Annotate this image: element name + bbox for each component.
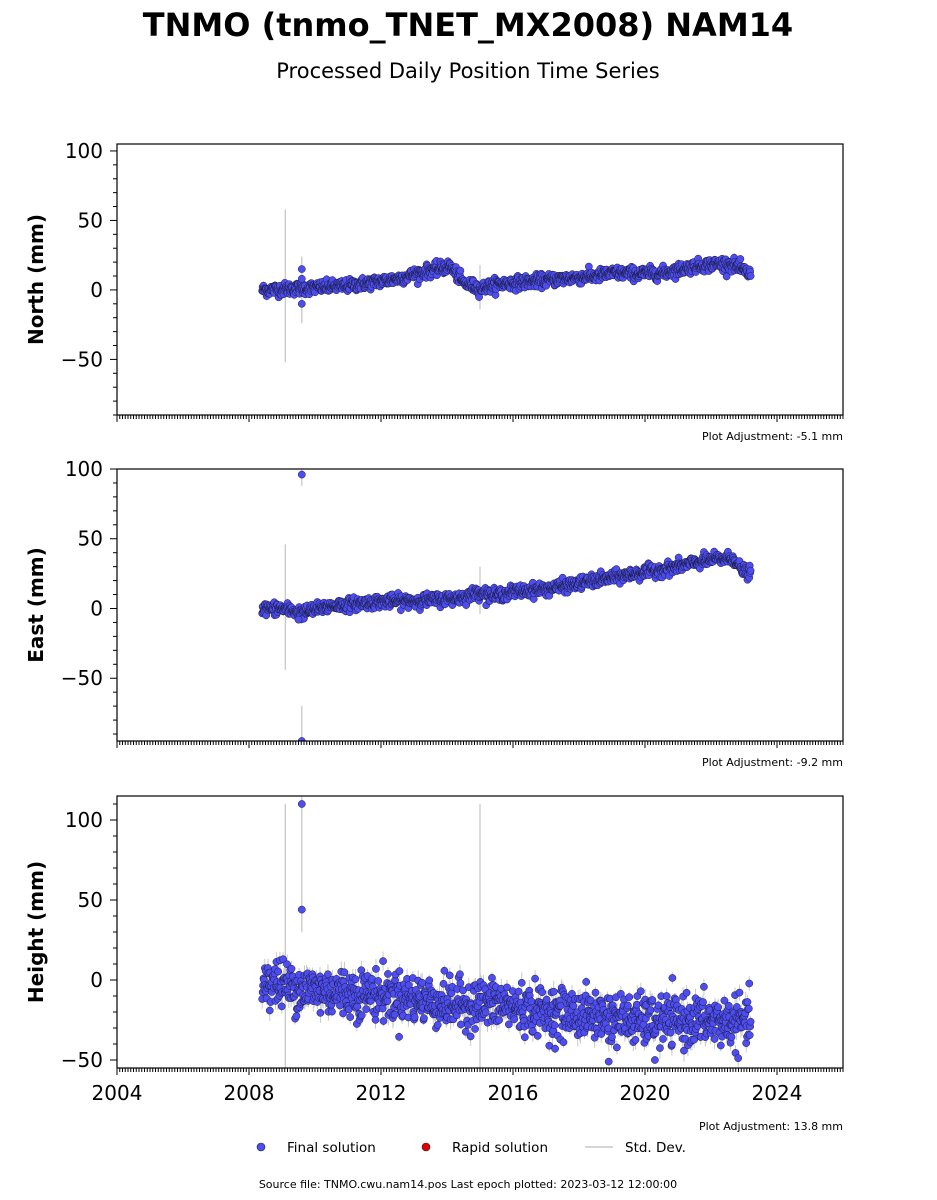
panel-east-y-axis: −50 0 50 100	[61, 457, 117, 735]
panels: −50 0 50 100 North (mm) Plot Adjustment: -5.1…	[24, 139, 844, 1133]
panel-north-y-label: North (mm)	[24, 214, 48, 345]
panel-east-x-axis	[116, 741, 844, 748]
data-point	[746, 272, 755, 280]
panel-north-data-points	[258, 253, 755, 308]
panel-east-data-points	[258, 470, 755, 741]
y-tick-label: 50	[78, 208, 103, 232]
data-point-outlier	[294, 615, 303, 624]
data-point-outlier	[297, 274, 306, 283]
data-point	[746, 566, 755, 575]
figure-title: TNMO (tnmo_TNET_MX2008) NAM14	[143, 6, 793, 44]
data-point	[722, 272, 731, 281]
y-tick-label: 50	[78, 527, 103, 551]
y-tick-label: 0	[90, 278, 103, 302]
panel-north-plot-adjustment: Plot Adjustment: -5.1 mm	[702, 430, 843, 443]
data-point	[736, 255, 745, 263]
data-point-outlier	[297, 299, 306, 308]
figure-subtitle: Processed Daily Position Time Series	[276, 59, 660, 83]
data-point-outlier	[297, 737, 306, 741]
y-tick-label: 0	[90, 596, 103, 620]
panel-north-plot-area	[258, 209, 755, 363]
data-point	[456, 266, 465, 275]
data-point-outlier	[297, 470, 306, 479]
y-tick-label: −50	[61, 347, 103, 371]
panel-north: −50 0 50 100 North (mm) Plot Adjustment: -5.1…	[24, 139, 844, 443]
y-tick-label: 100	[65, 139, 103, 163]
data-point-outlier	[297, 265, 306, 273]
panel-east-plot-area	[258, 469, 755, 741]
panel-north-y-axis: −50 0 50 100	[61, 139, 117, 416]
panel-north-x-axis	[116, 415, 844, 422]
y-tick-label: −50	[61, 666, 103, 690]
y-tick-label: 100	[65, 457, 103, 481]
